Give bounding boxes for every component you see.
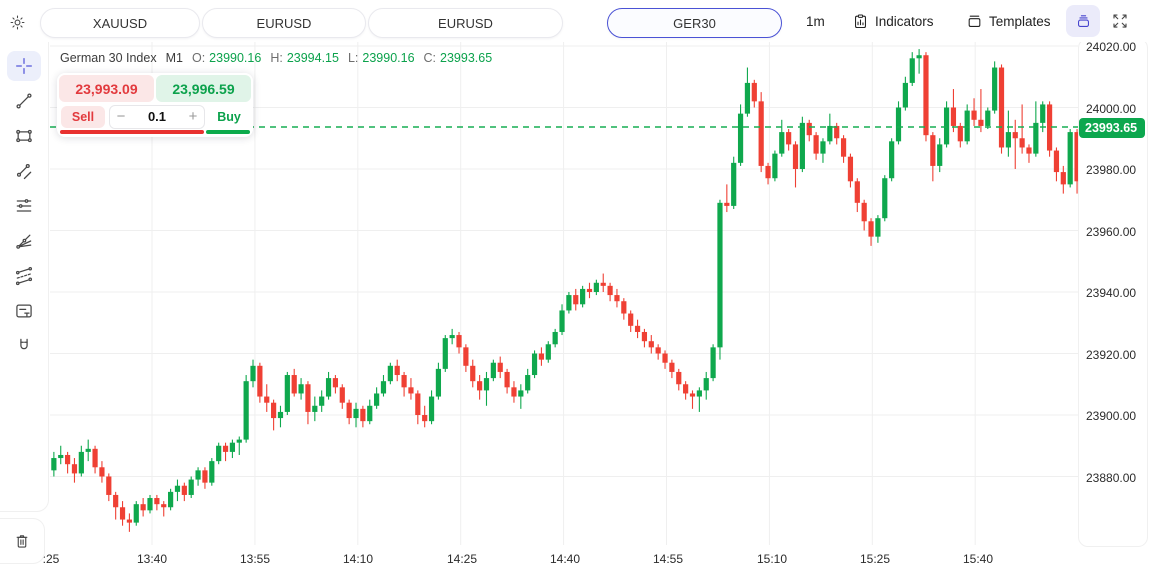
indicators-icon [852,13,869,30]
indicators-button[interactable]: Indicators [852,0,934,42]
high-label: H: [270,51,283,65]
trend-line-icon [14,91,34,111]
templates-label: Templates [989,13,1051,29]
quantity-decrease-button[interactable]: − [116,108,126,125]
rectangle-tool-button[interactable] [7,121,41,151]
price-axis-label: 23940.00 [1086,286,1137,300]
legend-interval: M1 [165,51,183,65]
time-axis-label: :25 [42,552,60,566]
tab-label: EURUSD [438,15,493,31]
open-value: 23990.16 [209,51,262,65]
time-axis-label: 14:10 [342,552,374,566]
price-axis[interactable]: 23993.65 24020.00 24000.00 23980.00 23960.0… [1078,38,1148,547]
quantity-value[interactable]: 0.1 [147,109,167,124]
crosshair-tool-button[interactable] [7,51,41,81]
tab-label: GER30 [673,15,716,31]
ray-tool-button[interactable] [7,156,41,186]
text-note-icon [14,301,34,321]
templates-icon [966,13,983,30]
gann-fan-tool-button[interactable] [7,226,41,256]
symbol-tab-eurusd-2[interactable]: EURUSD [368,8,563,38]
rectangle-icon [14,126,34,146]
trade-widget: 23,993.09 23,996.59 Sell − 0.1 + Buy [57,73,253,137]
magnet-tool-button[interactable] [7,331,41,361]
text-note-tool-button[interactable] [7,296,41,326]
symbol-tab-eurusd-1[interactable]: EURUSD [202,8,366,38]
gann-fan-icon [14,231,34,251]
quantity-stepper: − 0.1 + [109,104,205,129]
price-axis-label: 23960.00 [1086,224,1137,239]
symbol-tab-ger30-active[interactable]: GER30 [607,8,782,38]
price-axis-label: 23980.00 [1086,163,1137,177]
candlestick-chart[interactable] [44,42,1087,545]
close-label: C: [423,51,437,65]
ray-icon [14,161,34,181]
delete-drawings-button[interactable] [0,518,45,564]
buy-price-button[interactable]: 23,996.59 [156,75,251,102]
price-axis-label: 23880.00 [1086,470,1137,485]
magnet-icon [14,336,34,356]
horizontal-lines-tool-button[interactable] [7,191,41,221]
price-axis-label: 23920.00 [1086,347,1137,362]
sell-sentiment-bar [60,130,205,134]
buy-price: 23,996.59 [172,80,235,97]
timeframe-label: 1m [806,13,825,29]
indicators-label: Indicators [875,13,934,29]
low-value: 23990.16 [362,51,415,65]
buy-sentiment-bar [206,130,250,134]
time-axis-label: 15:40 [962,552,994,566]
quantity-increase-button[interactable]: + [188,108,198,125]
tab-label: EURUSD [256,15,312,31]
watchlist-panel-icon [1075,13,1092,30]
channel-icon [14,266,34,286]
time-axis-label: 14:25 [446,552,478,566]
fullscreen-button[interactable] [1106,9,1134,33]
open-label: O: [191,51,206,65]
channel-tool-button[interactable] [7,261,41,291]
high-value: 23994.15 [286,51,339,65]
time-axis-label: 15:25 [859,552,891,566]
current-price-tag: 23993.65 [1079,118,1145,139]
time-axis-label: 14:55 [652,552,684,566]
drawing-toolbar [0,42,49,512]
time-axis[interactable]: :25 13:40 13:55 14:10 14:25 14:40 14:55 15:10 15… [0,545,1149,572]
symbol-tab-xauusd[interactable]: XAUUSD [40,8,200,38]
price-axis-label: 23900.00 [1086,409,1137,423]
time-axis-label: 13:55 [239,552,271,566]
close-value: 23993.65 [440,51,493,65]
time-axis-label: 13:40 [136,552,168,566]
price-axis-label: 24000.00 [1086,101,1137,116]
crosshair-icon [14,56,34,76]
buy-button[interactable]: Buy [209,110,249,124]
gear-icon [9,14,26,31]
expand-icon [1111,12,1129,30]
ohlc-legend: German 30 Index M1 O: 23990.16 H: 23994.15… [60,51,492,65]
sell-label: Sell [71,109,95,124]
templates-button[interactable]: Templates [966,0,1051,42]
sell-price-button[interactable]: 23,993.09 [59,75,154,102]
buy-label: Buy [217,109,241,124]
time-axis-label: 14:40 [549,552,581,566]
symbol-name: German 30 Index [60,51,157,65]
sell-price: 23,993.09 [75,80,138,97]
watchlist-panel-button[interactable] [1066,5,1100,37]
time-axis-label: 15:10 [756,552,788,566]
horizontal-lines-icon [14,196,34,216]
trash-icon [13,532,31,550]
sell-button[interactable]: Sell [61,105,105,128]
price-axis-label: 24020.00 [1086,40,1137,54]
low-label: L: [347,51,359,65]
top-toolbar: XAUUSD EURUSD EURUSD GER30 1m Indicators… [0,0,1149,42]
tab-label: XAUUSD [92,15,148,31]
settings-button[interactable] [6,11,28,33]
trend-line-tool-button[interactable] [7,86,41,116]
sentiment-bar [60,130,250,134]
timeframe-selector[interactable]: 1m [806,0,825,42]
